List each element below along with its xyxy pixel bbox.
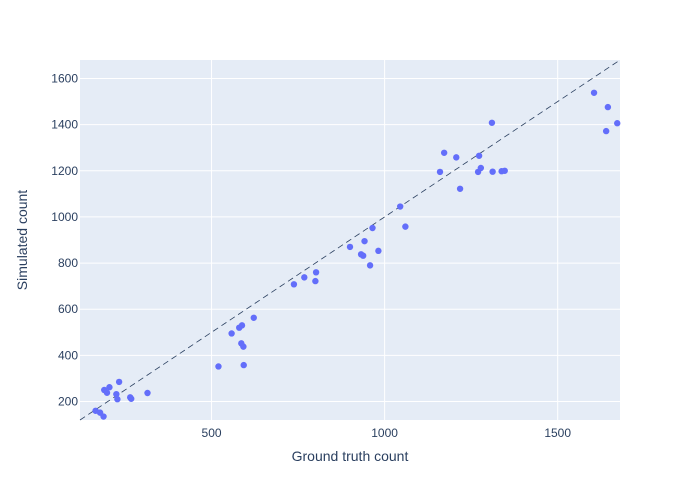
y-tick-label: 1600 <box>51 71 78 85</box>
data-point <box>477 164 485 172</box>
data-point <box>100 413 107 420</box>
grid-lines <box>80 60 620 420</box>
data-point <box>590 89 598 96</box>
data-point <box>250 314 257 321</box>
data-point <box>456 185 464 192</box>
data-point <box>361 237 368 245</box>
data-point <box>346 243 354 251</box>
data-point <box>604 103 612 111</box>
y-tick-label: 1000 <box>51 210 78 224</box>
data-point <box>602 127 610 135</box>
data-point <box>366 262 374 269</box>
data-point <box>489 168 496 175</box>
x-tick-label: 1500 <box>544 426 571 440</box>
data-point <box>290 281 298 288</box>
data-point <box>375 247 382 255</box>
data-point <box>359 252 367 259</box>
data-point <box>402 223 409 230</box>
data-point <box>501 167 508 174</box>
y-axis-ticks: 200 400 600 800 1000 1200 1400 1600 <box>51 71 78 408</box>
data-point <box>301 274 308 281</box>
data-point <box>396 203 404 210</box>
data-point <box>369 224 376 232</box>
data-point <box>614 120 621 127</box>
data-point <box>115 378 123 386</box>
data-point <box>128 395 135 402</box>
data-point <box>215 363 222 370</box>
data-point <box>240 343 247 350</box>
data-point <box>113 390 120 398</box>
data-point <box>312 269 320 276</box>
data-point <box>488 119 496 126</box>
data-point <box>240 361 247 369</box>
data-point <box>453 154 460 161</box>
x-tick-label: 500 <box>202 426 222 440</box>
data-point <box>228 330 235 337</box>
data-point <box>106 384 113 391</box>
y-tick-label: 1400 <box>51 118 78 132</box>
y-tick-label: 200 <box>58 395 78 409</box>
data-point <box>114 396 121 403</box>
data-point <box>103 389 111 396</box>
data-point <box>475 152 483 159</box>
data-point <box>312 277 319 285</box>
data-point <box>238 322 246 329</box>
x-tick-label: 1000 <box>371 426 398 440</box>
x-axis-title: Ground truth count <box>292 448 409 464</box>
y-tick-label: 600 <box>58 302 78 316</box>
y-tick-label: 1200 <box>51 164 78 178</box>
data-point <box>440 149 448 156</box>
data-points <box>92 89 621 420</box>
data-point <box>436 168 444 176</box>
y-tick-label: 400 <box>58 348 78 362</box>
data-point <box>144 389 151 397</box>
x-axis-ticks: 500 1000 1500 <box>202 426 572 440</box>
y-tick-label: 800 <box>58 256 78 270</box>
y-axis-title: Simulated count <box>14 190 30 291</box>
reference-line <box>79 59 621 421</box>
